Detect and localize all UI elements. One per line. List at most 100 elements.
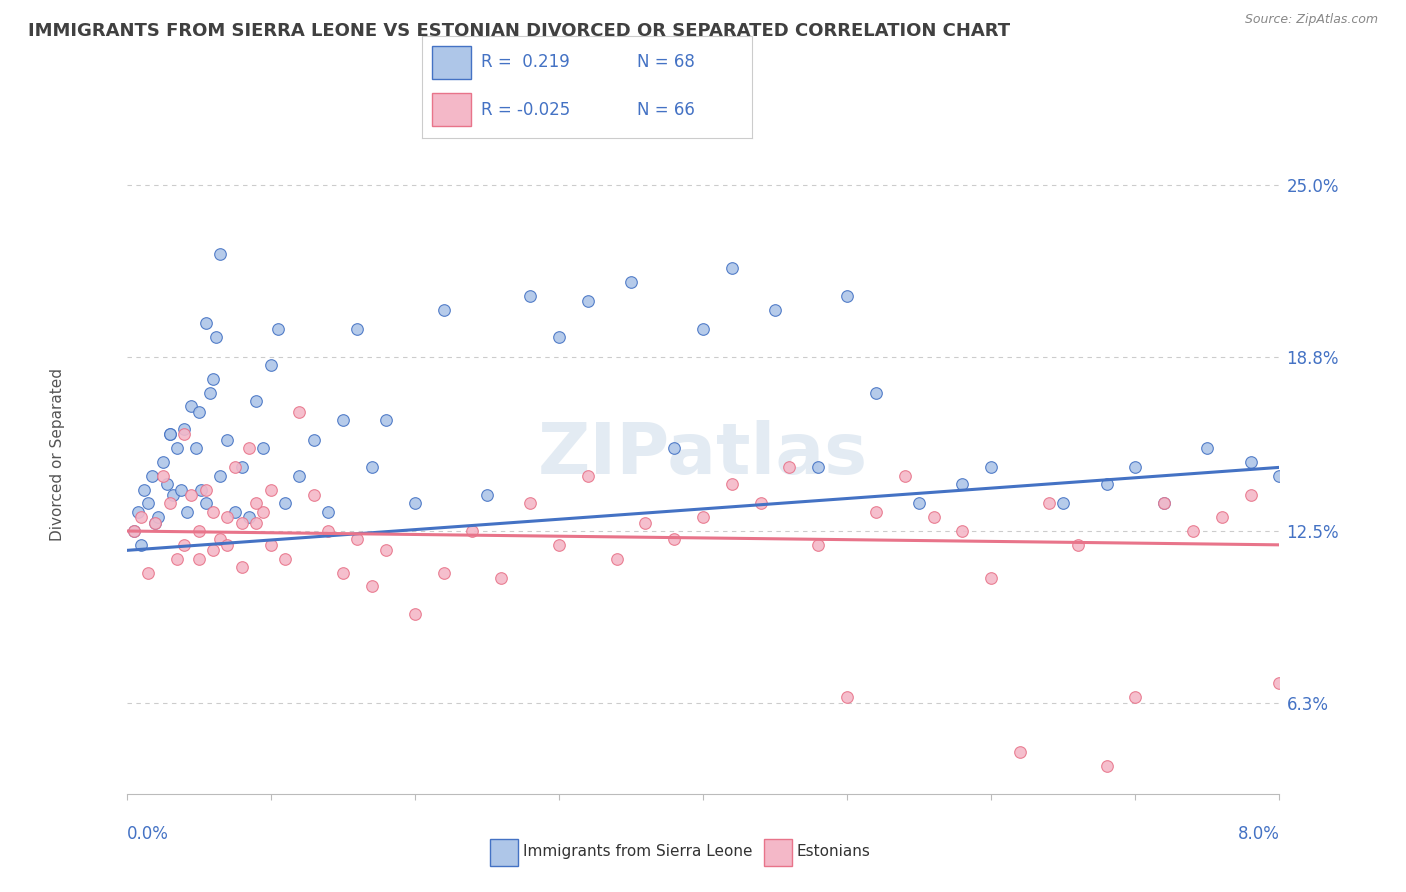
Point	[173, 427, 195, 442]
Point	[374, 543, 398, 558]
Point	[259, 538, 281, 552]
Point	[217, 538, 239, 552]
Point	[1095, 477, 1118, 491]
Point	[332, 413, 354, 427]
Point	[252, 441, 274, 455]
Point	[152, 468, 174, 483]
Point	[1153, 496, 1175, 510]
Point	[620, 275, 643, 289]
Point	[404, 607, 426, 621]
Point	[238, 441, 260, 455]
Point	[302, 433, 325, 447]
Point	[238, 510, 260, 524]
Point	[1123, 460, 1146, 475]
Point	[170, 483, 193, 497]
Point	[894, 468, 917, 483]
Point	[166, 441, 188, 455]
Point	[162, 488, 184, 502]
Point	[122, 524, 145, 538]
Point	[1268, 468, 1291, 483]
Point	[749, 496, 772, 510]
Point	[1153, 496, 1175, 510]
Point	[159, 427, 181, 442]
Point	[201, 505, 224, 519]
Point	[980, 571, 1002, 585]
Point	[1066, 538, 1088, 552]
Point	[132, 483, 155, 497]
Point	[433, 302, 456, 317]
Point	[576, 468, 599, 483]
Point	[136, 566, 159, 580]
Point	[692, 510, 714, 524]
Point	[173, 538, 195, 552]
Point	[194, 317, 217, 331]
Point	[519, 496, 541, 510]
Point	[231, 560, 253, 574]
Point	[274, 496, 297, 510]
Point	[922, 510, 945, 524]
Point	[201, 543, 224, 558]
Point	[274, 551, 297, 566]
Text: Estonians: Estonians	[797, 845, 870, 859]
Point	[720, 477, 742, 491]
Text: Immigrants from Sierra Leone: Immigrants from Sierra Leone	[523, 845, 752, 859]
Point	[778, 460, 800, 475]
Text: Source: ZipAtlas.com: Source: ZipAtlas.com	[1244, 13, 1378, 27]
Point	[205, 330, 228, 344]
Point	[127, 505, 149, 519]
Point	[187, 405, 209, 419]
Text: 0.0%: 0.0%	[127, 825, 169, 843]
Point	[194, 483, 217, 497]
Bar	[432, 45, 471, 78]
Point	[720, 261, 742, 276]
Point	[835, 289, 858, 303]
Point	[664, 441, 686, 455]
Point	[433, 566, 456, 580]
Point	[1181, 524, 1204, 538]
Point	[141, 468, 163, 483]
Point	[145, 516, 166, 530]
Point	[1008, 745, 1031, 759]
Point	[259, 358, 281, 372]
Text: N = 68: N = 68	[637, 54, 695, 71]
Point	[190, 483, 212, 497]
Point	[605, 551, 627, 566]
Text: 8.0%: 8.0%	[1237, 825, 1279, 843]
Point	[692, 322, 714, 336]
Point	[1052, 496, 1074, 510]
Point	[217, 510, 239, 524]
Point	[908, 496, 931, 510]
Point	[547, 538, 569, 552]
Bar	[432, 93, 471, 126]
Point	[475, 488, 498, 502]
Point	[950, 524, 973, 538]
Point	[148, 510, 170, 524]
Point	[173, 422, 195, 436]
Text: R =  0.219: R = 0.219	[481, 54, 569, 71]
Point	[145, 516, 166, 530]
Point	[489, 571, 512, 585]
Point	[231, 516, 253, 530]
Point	[166, 551, 188, 566]
Point	[1239, 488, 1261, 502]
Point	[316, 524, 339, 538]
Point	[209, 247, 232, 261]
Point	[198, 385, 221, 400]
Point	[180, 400, 202, 414]
Point	[209, 533, 232, 547]
Point	[209, 468, 232, 483]
Point	[763, 302, 786, 317]
Point	[865, 385, 887, 400]
Point	[374, 413, 398, 427]
Point	[187, 551, 209, 566]
Point	[245, 394, 267, 409]
Point	[156, 477, 179, 491]
Point	[1095, 759, 1118, 773]
Point	[288, 405, 311, 419]
Point	[461, 524, 484, 538]
Point	[187, 524, 209, 538]
Point	[576, 294, 599, 309]
Point	[865, 505, 887, 519]
Point	[136, 496, 159, 510]
Point	[1123, 690, 1146, 704]
